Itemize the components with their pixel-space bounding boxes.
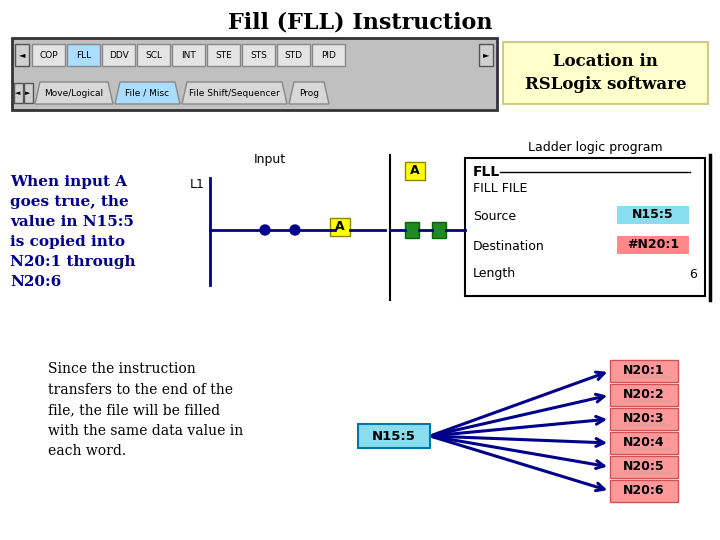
Text: PID: PID (321, 51, 336, 59)
Circle shape (260, 225, 270, 235)
Polygon shape (289, 82, 329, 104)
Bar (503, 42, 708, 104)
Bar (67, 44, 100, 66)
Text: STE: STE (215, 51, 232, 59)
Text: INT: INT (181, 51, 196, 59)
Text: N20:4: N20:4 (624, 436, 665, 449)
Text: Fill (FLL) Instruction: Fill (FLL) Instruction (228, 11, 492, 33)
Text: ►: ► (25, 90, 31, 96)
Text: Move/Logical: Move/Logical (45, 89, 104, 98)
Text: Prog: Prog (299, 89, 319, 98)
Text: Source: Source (473, 210, 516, 222)
Text: ►: ► (482, 51, 490, 59)
Text: Ladder logic program: Ladder logic program (528, 141, 662, 154)
Bar (465, 158, 705, 296)
Text: N20:3: N20:3 (624, 413, 665, 426)
Bar (610, 432, 678, 454)
Bar (358, 424, 430, 448)
Bar (610, 480, 678, 502)
Bar (14, 83, 23, 103)
Text: SCL: SCL (145, 51, 162, 59)
Polygon shape (115, 82, 180, 104)
Text: N15:5: N15:5 (372, 429, 416, 442)
Circle shape (290, 225, 300, 235)
Bar (277, 44, 310, 66)
Polygon shape (35, 82, 113, 104)
Text: N15:5: N15:5 (632, 208, 674, 221)
Bar (15, 44, 29, 66)
Bar (242, 44, 275, 66)
Bar (12, 38, 497, 110)
Text: Location in
RSLogix software: Location in RSLogix software (525, 53, 686, 93)
Bar (207, 44, 240, 66)
Text: N20:1: N20:1 (624, 364, 665, 377)
Text: DDV: DDV (109, 51, 128, 59)
Text: A: A (410, 165, 420, 178)
Bar (610, 456, 678, 478)
Text: STS: STS (250, 51, 267, 59)
Text: L1: L1 (190, 179, 205, 192)
Text: FLL: FLL (473, 165, 500, 179)
Text: ◄: ◄ (19, 51, 25, 59)
Text: #N20:1: #N20:1 (627, 239, 679, 252)
Bar (312, 44, 345, 66)
Text: N20:2: N20:2 (624, 388, 665, 402)
Bar (479, 44, 493, 66)
Text: 6: 6 (689, 267, 697, 280)
Text: Destination: Destination (473, 240, 545, 253)
Text: N20:5: N20:5 (624, 461, 665, 474)
Bar (610, 384, 678, 406)
Text: FILL FILE: FILL FILE (473, 181, 527, 194)
Bar (137, 44, 170, 66)
Bar (610, 408, 678, 430)
Bar (405, 162, 425, 180)
Bar (32, 44, 65, 66)
Bar (330, 218, 350, 236)
Text: Input: Input (254, 153, 286, 166)
Bar (610, 360, 678, 382)
Text: COP: COP (39, 51, 58, 59)
Bar (432, 222, 446, 238)
Bar (617, 236, 689, 254)
Text: A: A (336, 220, 345, 233)
Text: Since the instruction
transfers to the end of the
file, the file will be filled
: Since the instruction transfers to the e… (48, 362, 243, 458)
Text: When input A
goes true, the
value in N15:5
is copied into
N20:1 through
N20:6: When input A goes true, the value in N15… (10, 175, 135, 289)
Text: FLL: FLL (76, 51, 91, 59)
Text: N20:6: N20:6 (624, 484, 665, 497)
Polygon shape (182, 82, 287, 104)
Text: File Shift/Sequencer: File Shift/Sequencer (189, 89, 280, 98)
Text: File / Misc: File / Misc (125, 89, 170, 98)
Bar (102, 44, 135, 66)
Bar (24, 83, 33, 103)
Text: ◄: ◄ (15, 90, 21, 96)
Bar (172, 44, 205, 66)
Text: Length: Length (473, 267, 516, 280)
Text: STD: STD (284, 51, 302, 59)
Bar (617, 206, 689, 224)
Bar (405, 222, 419, 238)
